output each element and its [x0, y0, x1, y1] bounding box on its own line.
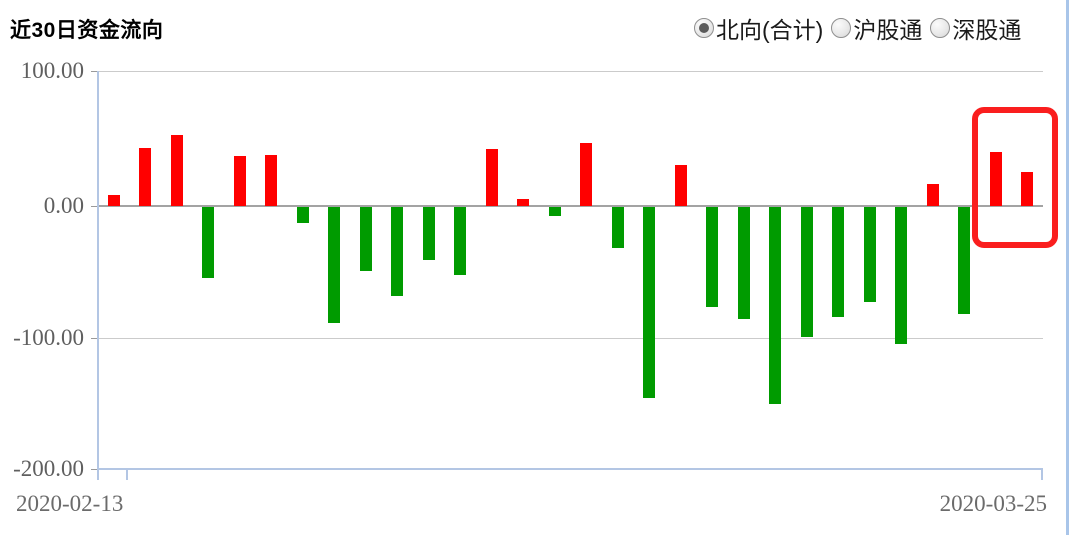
flow-bar: [170, 134, 183, 206]
flow-bar: [674, 165, 687, 206]
flow-bar: [580, 142, 593, 206]
y-axis-label: 0.00: [43, 193, 84, 218]
flow-bar: [202, 207, 215, 278]
flow-bar: [548, 207, 561, 217]
x-axis-line: [98, 468, 1043, 470]
market-radio-group: 北向(合计) 沪股通 深股通: [694, 11, 1021, 45]
flow-bar: [863, 207, 876, 302]
flow-bar: [517, 199, 530, 206]
flow-bar: [1021, 171, 1034, 206]
flow-bar: [926, 183, 939, 206]
flow-bar: [769, 207, 782, 405]
flow-bar: [706, 207, 719, 307]
gridline-100.00: [98, 71, 1043, 72]
flow-bar: [611, 207, 624, 248]
flow-bar: [328, 207, 341, 323]
radio-option-1[interactable]: 沪股通: [831, 11, 922, 45]
flow-bar: [643, 207, 656, 398]
radio-unselected-icon[interactable]: [831, 18, 852, 38]
x-axis-tick: [125, 469, 128, 480]
highlight-annotation-box: [972, 107, 1058, 248]
x-axis-last-date: 2020-03-25: [939, 491, 1047, 516]
radio-unselected-icon[interactable]: [930, 18, 951, 38]
y-axis-label: 100.00: [20, 58, 84, 83]
flow-bar: [422, 207, 435, 260]
y-axis-tick: [91, 469, 98, 470]
radio-label[interactable]: 沪股通: [853, 17, 923, 43]
flow-bar: [895, 207, 908, 344]
flow-bar: [737, 207, 750, 319]
x-axis-tick: [1041, 469, 1043, 480]
flow-bar: [391, 207, 404, 297]
y-axis-tick: [91, 337, 98, 339]
flow-bar: [139, 148, 152, 206]
flow-bar: [989, 152, 1002, 206]
y-axis-line: [97, 71, 99, 480]
y-axis-tick: [91, 206, 98, 207]
flow-bar: [958, 207, 971, 314]
radio-selected-icon[interactable]: [694, 18, 714, 38]
y-axis-label: -100.00: [13, 324, 84, 350]
flow-bar: [296, 207, 309, 223]
radio-option-2[interactable]: 深股通: [930, 11, 1021, 45]
flow-bar: [265, 154, 278, 206]
flow-bar: [454, 207, 467, 276]
radio-dot: [699, 23, 709, 33]
flow-bar: [832, 207, 845, 318]
chart-title: 近30日资金流向: [10, 19, 164, 42]
flow-bar: [233, 156, 246, 206]
radio-option-0[interactable]: 北向(合计): [694, 11, 823, 45]
gridline-0.00: [98, 205, 1043, 207]
y-axis-label: -200.00: [13, 456, 84, 481]
radio-label[interactable]: 北向(合计): [716, 17, 824, 43]
radio-label[interactable]: 深股通: [952, 17, 1022, 43]
gridline--100.00: [98, 337, 1043, 339]
x-axis-first-date: 2020-02-13: [16, 491, 124, 516]
flow-bar: [359, 207, 372, 272]
y-axis-tick: [91, 71, 98, 72]
flow-bar: [800, 207, 813, 338]
flow-bar: [485, 149, 498, 206]
panel-divider: [1066, 0, 1069, 535]
flow-bar: [107, 195, 120, 206]
